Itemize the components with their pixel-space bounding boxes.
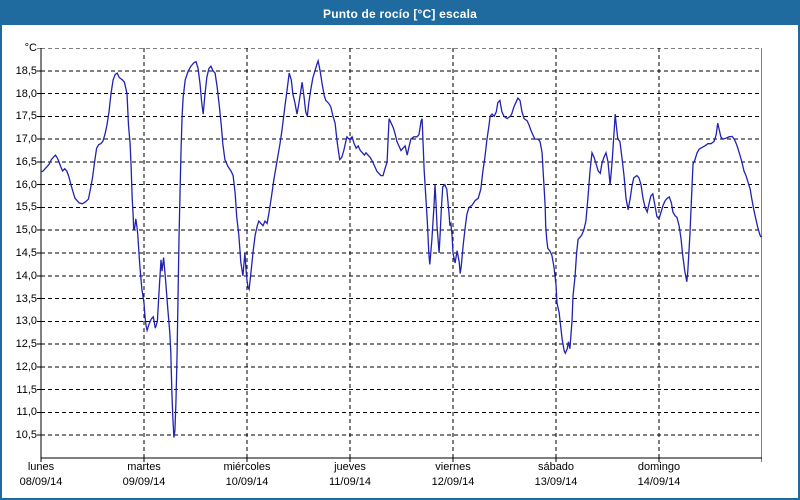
y-axis-tick-label: 16,0 (15, 178, 37, 191)
x-axis-date-label: 12/09/14 (431, 476, 475, 488)
y-axis-tick-label: 17,5 (15, 110, 37, 123)
chart-area: °C 18,5 18,0 17,5 17,0 16,5 16,0 15,5 15,0 14,5 14… (2, 25, 798, 498)
dewpoint-series-line (40, 58, 762, 438)
y-axis-tick-label: 18,0 (15, 87, 37, 100)
x-axis-date-label: 14/09/14 (637, 476, 681, 488)
x-axis-date-label: 11/09/14 (328, 476, 371, 488)
y-axis-tick-label: 15,5 (15, 201, 37, 214)
x-axis-day-label: domingo (637, 461, 681, 473)
y-axis-tick-label: 14,5 (15, 247, 37, 259)
y-axis-tick-label: 18,5 (15, 64, 37, 77)
x-axis-day-label: viernes (435, 461, 471, 473)
y-axis-tick-label: 11,0 (16, 406, 37, 419)
y-axis-tick-label: 10,5 (15, 429, 37, 442)
x-axis-date-label: 09/09/14 (122, 476, 166, 488)
y-axis-tick-label: 13,5 (15, 292, 37, 305)
y-axis-tick-label: 12,5 (15, 338, 37, 351)
y-axis-tick-label: 14,0 (15, 269, 37, 282)
window-title: Punto de rocío [°C] escala (322, 6, 478, 21)
y-axis-tick-label: 15,0 (15, 224, 37, 237)
y-axis-tick-label: 17,0 (15, 133, 37, 146)
y-axis-unit-label: °C (24, 42, 37, 54)
x-axis-day-label: miércoles (223, 461, 271, 473)
y-axis-tick-label: 16,5 (15, 155, 37, 168)
x-axis-day-label: sábado (537, 461, 575, 473)
x-axis-day-label: jueves (334, 461, 366, 473)
x-axis-date-label: 10/09/14 (225, 476, 269, 488)
y-axis-tick-label: 13,0 (15, 315, 37, 328)
x-axis-date-label: 13/09/14 (534, 476, 578, 488)
dewpoint-line-chart (37, 48, 762, 462)
x-axis-day-label: lunes (27, 461, 55, 473)
y-axis-tick-label: 12,0 (15, 360, 37, 373)
x-axis-date-label: 08/09/14 (19, 476, 63, 488)
x-axis-day-label: martes (127, 461, 161, 473)
title-bar: Punto de rocío [°C] escala (2, 2, 798, 25)
y-axis-tick-label: 11,5 (16, 383, 37, 396)
